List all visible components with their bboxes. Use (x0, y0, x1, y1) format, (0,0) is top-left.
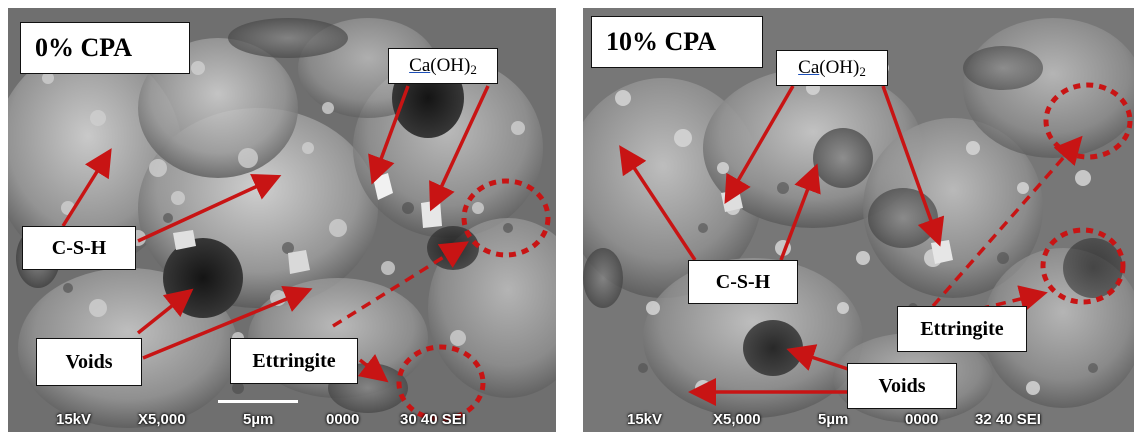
footer-number: 0000 (905, 410, 939, 428)
footer-number: 0000 (326, 410, 360, 428)
label-caoh2-body: (OH) (430, 55, 471, 76)
label-caoh2-prefix: Ca (798, 57, 820, 78)
panel-title: 0% CPA (20, 22, 190, 74)
label-caoh2-sub: 2 (470, 62, 477, 77)
label-ettringite: Ettringite (897, 306, 1027, 352)
footer-wd: 32 40 SEI (975, 410, 1041, 428)
label-caoh2: Ca (OH) 2 (388, 48, 498, 84)
sem-micrograph-10-cpa: 10% CPA Ca (OH) 2 C-S-H Voids Ettringite 1… (583, 8, 1134, 432)
label-voids: Voids (36, 338, 142, 386)
footer-magnification: X5,000 (138, 410, 186, 428)
sem-footer: 15kV X5,000 5µm 0000 30 40 SEI (8, 400, 556, 432)
footer-kv: 15kV (56, 410, 92, 428)
label-voids: Voids (847, 363, 957, 409)
label-csh: C-S-H (688, 260, 798, 304)
label-caoh2-prefix: Ca (409, 55, 431, 76)
footer-wd: 30 40 SEI (400, 410, 466, 428)
label-ettringite: Ettringite (230, 338, 358, 384)
sem-footer: 15kV X5,000 5µm 0000 32 40 SEI (583, 406, 1134, 432)
label-caoh2-body: (OH) (819, 57, 860, 78)
scale-bar (218, 400, 298, 403)
label-csh: C-S-H (22, 226, 136, 270)
footer-scale: 5µm (818, 410, 849, 428)
footer-kv: 15kV (627, 410, 663, 428)
panel-title: 10% CPA (591, 16, 763, 68)
footer-scale: 5µm (243, 410, 274, 428)
sem-micrograph-0-cpa: 0% CPA Ca (OH) 2 C-S-H Voids Ettringite 15… (8, 8, 556, 432)
label-caoh2: Ca (OH) 2 (776, 50, 888, 86)
label-caoh2-sub: 2 (859, 64, 866, 79)
footer-magnification: X5,000 (713, 410, 761, 428)
